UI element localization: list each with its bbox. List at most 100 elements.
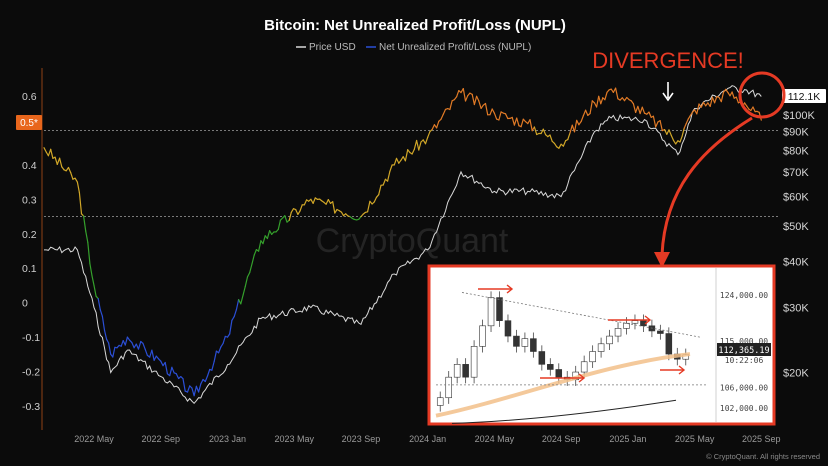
nupl-segment bbox=[542, 128, 547, 136]
nupl-segment bbox=[685, 118, 689, 125]
nupl-segment bbox=[195, 385, 200, 393]
nupl-segment bbox=[367, 200, 371, 213]
nupl-segment bbox=[206, 368, 211, 377]
threshold-label: 0.5* bbox=[20, 118, 38, 129]
divergence-arrowhead bbox=[654, 252, 670, 268]
right-tick-label: $70K bbox=[783, 167, 809, 179]
inset-candle bbox=[665, 333, 673, 355]
inset-trendline-upper bbox=[461, 292, 701, 338]
nupl-segment bbox=[411, 148, 415, 155]
inset-content: 124,000.00 115,000.00 106,000.00 102,000.00 bbox=[435, 284, 768, 424]
nupl-segment bbox=[269, 230, 273, 235]
watermark: CryptoQuant bbox=[316, 222, 509, 260]
nupl-segment bbox=[198, 383, 202, 393]
nupl-segment bbox=[687, 114, 692, 120]
left-tick-label: 0 bbox=[22, 298, 28, 310]
nupl-segment bbox=[340, 211, 345, 217]
right-tick-label: $60K bbox=[783, 192, 809, 204]
nupl-segment bbox=[746, 105, 750, 110]
nupl-segment bbox=[124, 336, 129, 346]
nupl-segment bbox=[595, 95, 600, 108]
nupl-segment bbox=[262, 235, 266, 245]
nupl-segment bbox=[200, 378, 204, 385]
x-tick-label: 2022 Sep bbox=[141, 434, 180, 444]
legend-price-label[interactable]: Price USD bbox=[309, 42, 356, 53]
nupl-segment bbox=[220, 342, 224, 348]
nupl-segment bbox=[436, 120, 440, 129]
nupl-segment bbox=[126, 336, 131, 341]
nupl-segment bbox=[137, 340, 142, 350]
inset-candle bbox=[496, 297, 503, 321]
nupl-segment bbox=[491, 108, 495, 114]
nupl-segment bbox=[652, 115, 657, 128]
nupl-segment bbox=[378, 184, 382, 196]
inset-candle bbox=[555, 369, 563, 378]
nupl-segment bbox=[493, 112, 498, 120]
left-tick-label: -0.3 bbox=[22, 401, 40, 413]
inset-candle bbox=[614, 328, 622, 337]
nupl-segment bbox=[681, 127, 685, 137]
nupl-segment bbox=[462, 87, 467, 102]
nupl-segment bbox=[251, 254, 255, 265]
right-tick-label: $30K bbox=[783, 303, 809, 315]
nupl-segment bbox=[623, 96, 628, 102]
x-tick-label: 2023 Sep bbox=[342, 434, 381, 444]
reference-lines bbox=[44, 130, 778, 217]
inset-candle bbox=[487, 297, 495, 327]
nupl-segment bbox=[427, 131, 431, 138]
nupl-segment bbox=[413, 139, 418, 150]
nupl-segment bbox=[549, 134, 553, 142]
nupl-segment bbox=[47, 148, 52, 157]
nupl-segment bbox=[89, 263, 93, 277]
nupl-segment bbox=[604, 91, 608, 101]
nupl-segment bbox=[299, 204, 303, 212]
inset-red-arrowhead bbox=[678, 365, 686, 375]
nupl-segment bbox=[683, 122, 687, 129]
inset-candle bbox=[597, 343, 605, 352]
nupl-segment bbox=[120, 340, 124, 347]
inset-time-label: 10:22:06 bbox=[725, 356, 764, 365]
nupl-segment bbox=[244, 276, 249, 287]
x-tick-label: 2025 May bbox=[675, 434, 715, 444]
inset-red-arrowhead bbox=[506, 284, 514, 294]
nupl-segment bbox=[258, 240, 262, 252]
nupl-segment bbox=[103, 329, 108, 340]
nupl-segment bbox=[277, 219, 281, 230]
threshold-marker: 0.5* bbox=[16, 68, 43, 430]
x-tick-label: 2024 Jan bbox=[409, 434, 446, 444]
nupl-segment bbox=[82, 215, 87, 232]
nupl-segment bbox=[720, 91, 725, 103]
nupl-segment bbox=[50, 148, 54, 159]
nupl-segment bbox=[373, 196, 378, 203]
inset-candle bbox=[580, 361, 588, 373]
nupl-segment bbox=[193, 385, 197, 397]
legend-nupl-label[interactable]: Net Unrealized Profit/Loss (NUPL) bbox=[379, 42, 531, 53]
nupl-segment bbox=[449, 100, 453, 111]
nupl-segment bbox=[58, 157, 63, 168]
nupl-segment bbox=[226, 333, 231, 338]
legend: Price USD Net Unrealized Profit/Loss (NU… bbox=[296, 42, 531, 53]
nupl-segment bbox=[186, 385, 191, 393]
nupl-segment bbox=[576, 119, 580, 126]
nupl-segment bbox=[540, 128, 544, 135]
left-tick-label: 0.4 bbox=[22, 160, 37, 172]
threshold-badge bbox=[16, 115, 42, 130]
current-price-badge bbox=[782, 89, 826, 103]
nupl-segment bbox=[580, 114, 585, 123]
nupl-segment bbox=[112, 346, 116, 358]
nupl-segment bbox=[334, 208, 338, 214]
nupl-segment bbox=[149, 349, 153, 358]
nupl-segment bbox=[105, 338, 110, 344]
nupl-segment bbox=[529, 119, 533, 132]
nupl-segment bbox=[567, 132, 571, 141]
nupl-segment bbox=[614, 87, 619, 100]
nupl-segment bbox=[222, 335, 226, 344]
nupl-segment bbox=[672, 139, 677, 145]
nupl-segment bbox=[476, 95, 480, 102]
chart-title: Bitcoin: Net Unrealized Profit/Loss (NUP… bbox=[264, 17, 566, 34]
inset-candle bbox=[547, 364, 554, 370]
left-tick-label: 0.2 bbox=[22, 229, 37, 241]
nupl-segment bbox=[473, 95, 478, 106]
nupl-segment bbox=[288, 211, 292, 221]
nupl-segment bbox=[442, 108, 447, 115]
